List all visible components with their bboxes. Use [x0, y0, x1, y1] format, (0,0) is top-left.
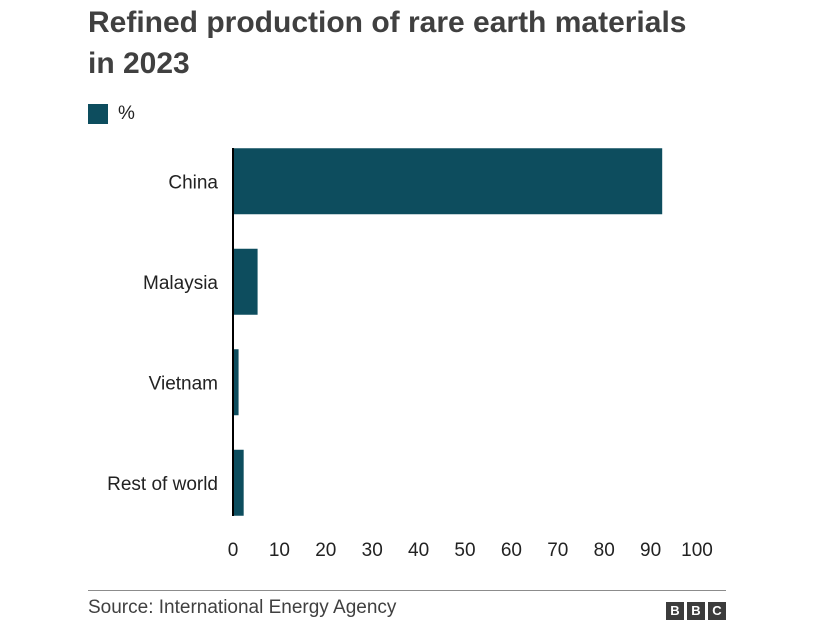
bbc-logo-letter: B — [666, 602, 684, 620]
bbc-logo-letter: C — [708, 602, 726, 620]
legend-swatch — [88, 104, 108, 124]
bar-malaysia — [233, 248, 258, 315]
x-tick-label: 30 — [362, 540, 383, 561]
x-tick-label: 50 — [454, 540, 475, 561]
category-label: Vietnam — [149, 373, 218, 394]
x-tick-label: 90 — [640, 540, 661, 561]
bar-vietnam — [233, 349, 239, 416]
chart-title: Refined production of rare earth materia… — [88, 6, 687, 80]
x-tick-label: 60 — [501, 540, 522, 561]
chart-legend: % — [88, 103, 135, 125]
bbc-logo: B B C — [666, 602, 726, 620]
bar-chart: China Malaysia Vietnam Rest of world 0 10 20 30… — [107, 148, 713, 561]
bar-rest-of-world — [233, 449, 244, 516]
x-tick-label: 0 — [228, 540, 239, 561]
bbc-logo-letter: B — [687, 602, 705, 620]
x-tick-label: 100 — [681, 540, 713, 561]
bar-china — [233, 148, 663, 215]
x-tick-label: 40 — [408, 540, 429, 561]
category-label: Rest of world — [107, 474, 218, 495]
source-note: Source: International Energy Agency — [88, 597, 397, 618]
category-label: China — [168, 172, 218, 193]
category-label: Malaysia — [143, 273, 218, 294]
x-tick-label: 80 — [594, 540, 615, 561]
footer-divider — [88, 590, 726, 591]
legend-label: % — [118, 103, 135, 124]
x-tick-label: 20 — [315, 540, 336, 561]
x-tick-label: 10 — [269, 540, 290, 561]
x-tick-label: 70 — [547, 540, 568, 561]
